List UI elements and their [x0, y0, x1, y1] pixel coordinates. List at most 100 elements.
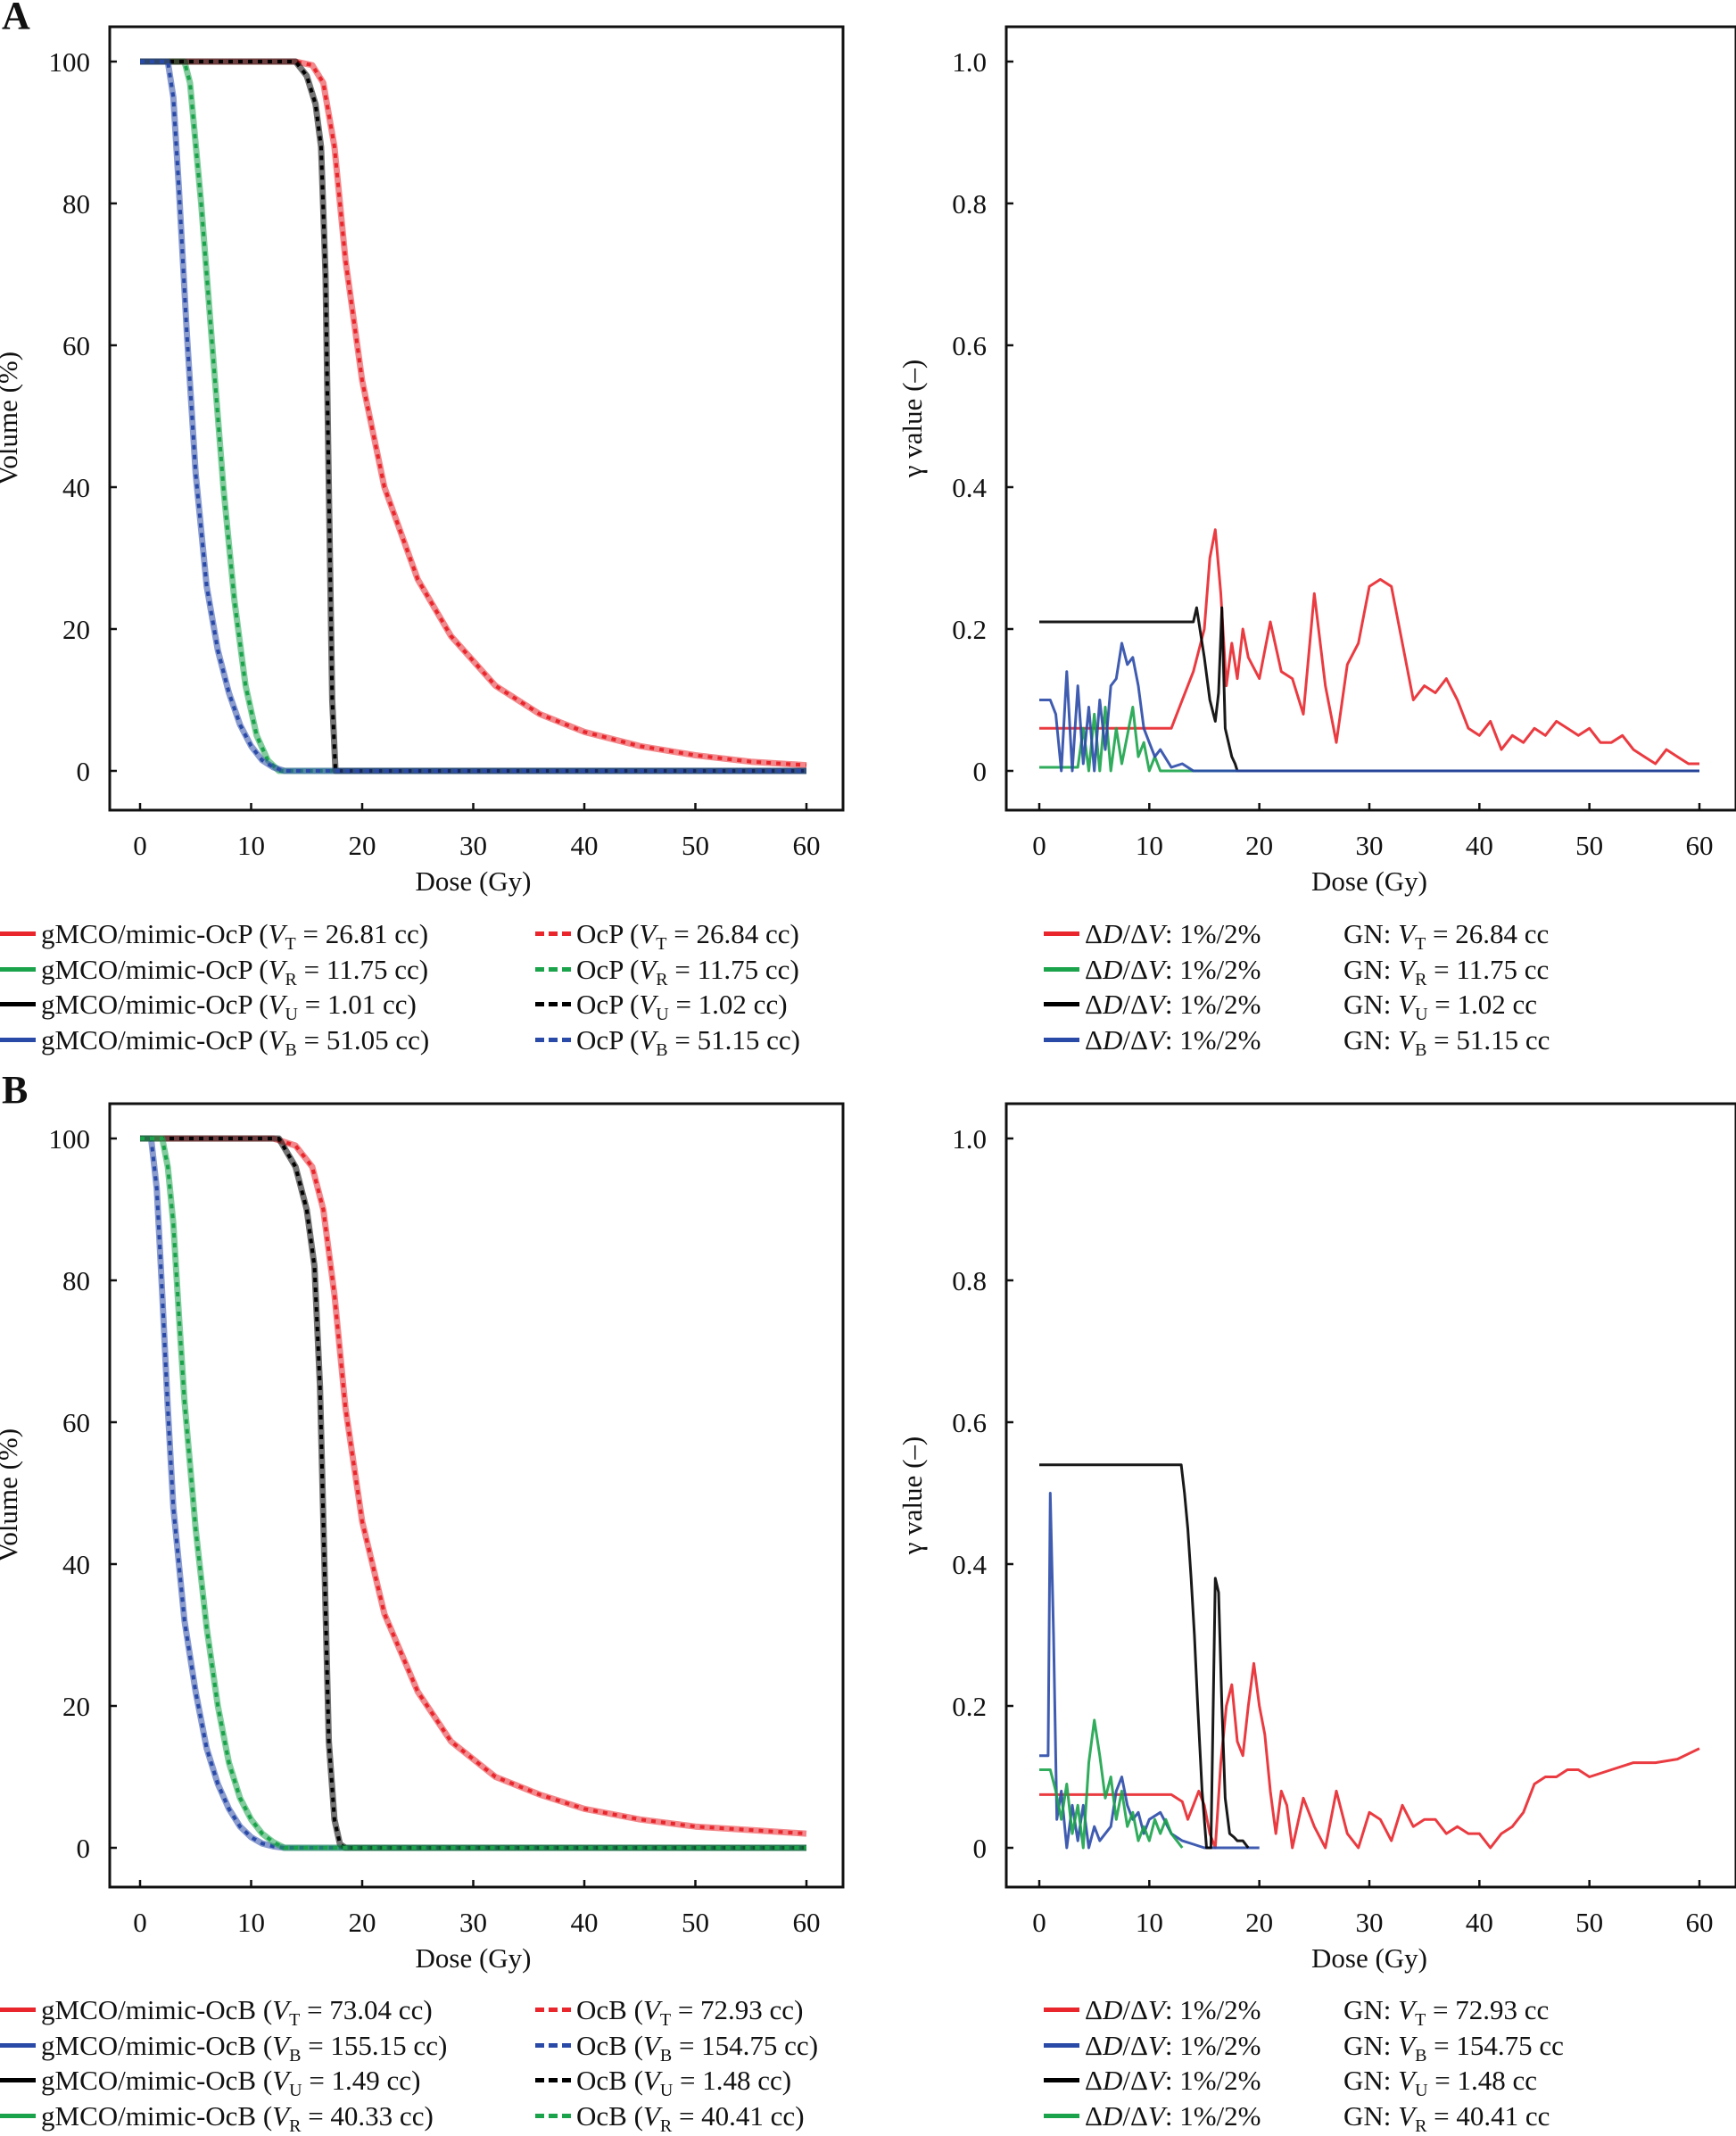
legend-gn-volume: GN: VB = 51.15 cc — [1343, 1023, 1550, 1060]
series-line — [1039, 1661, 1700, 1850]
x-tick-label: 60 — [1686, 1907, 1714, 1938]
legend-symbol: V — [1398, 2065, 1416, 2096]
legend-subscript: U — [1415, 2081, 1428, 2100]
legend-subscript: T — [659, 2010, 672, 2030]
series-line-dashed — [140, 1137, 806, 1850]
legend-swatch — [0, 1037, 36, 1042]
legend-a-dvh: gMCO/mimic-OcP (VT = 26.81 cc) OcP (VT = … — [0, 916, 800, 1060]
legend-item: ΔD/ΔV: 1%/2% GN: VR = 40.41 cc — [1044, 2099, 1564, 2135]
legend-row: gMCO/mimic-OcP (VB = 51.05 cc) OcP (VB = … — [0, 1022, 800, 1060]
x-axis-title: Dose (Gy) — [416, 865, 532, 897]
legend-criterion: ΔD/ΔV: 1%/2% — [1085, 2099, 1261, 2132]
legend-swatch — [1044, 966, 1079, 972]
legend-swatch — [535, 966, 571, 972]
legend-swatch — [0, 1002, 36, 1007]
y-tick-label: 40 — [62, 1549, 90, 1580]
legend-item: OcP (VB = 51.15 cc) — [535, 1022, 800, 1060]
legend-label: gMCO/mimic-OcP (VR = 11.75 cc) — [41, 953, 429, 989]
legend-swatch — [535, 1037, 571, 1042]
legend-item: gMCO/mimic-OcP (VB = 51.05 cc) — [0, 1022, 535, 1060]
x-tick-label: 60 — [1686, 830, 1714, 861]
legend-swatch — [535, 2113, 571, 2118]
legend-label: gMCO/mimic-OcB (VR = 40.33 cc) — [41, 2099, 434, 2136]
y-tick-label: 60 — [62, 330, 90, 361]
legend-swatch — [0, 966, 36, 972]
series-line-dashed — [140, 60, 807, 767]
legend-label: gMCO/mimic-OcB (VT = 73.04 cc) — [41, 1994, 433, 2030]
legend-item: gMCO/mimic-OcB (VU = 1.49 cc) — [0, 2063, 535, 2099]
legend-swatch — [0, 2042, 36, 2048]
legend-subscript: B — [1415, 2045, 1427, 2066]
legend-swatch — [1044, 1002, 1079, 1007]
legend-subscript: B — [289, 2045, 302, 2066]
x-tick-label: 30 — [459, 1907, 487, 1938]
y-axis-title: Volume (%) — [0, 352, 23, 485]
y-tick-label: 0.6 — [952, 1407, 987, 1438]
legend-swatch — [1044, 931, 1079, 937]
x-tick-label: 30 — [459, 830, 487, 861]
legend-item: ΔD/ΔV: 1%/2% GN: VR = 11.75 cc — [1044, 952, 1550, 989]
x-tick-label: 60 — [793, 1907, 821, 1938]
legend-symbol: V — [272, 2065, 290, 2096]
legend-swatch — [0, 931, 36, 937]
legend-subscript: B — [1415, 1039, 1427, 1060]
legend-b-dvh: gMCO/mimic-OcB (VT = 73.04 cc) OcB (VT = … — [0, 1992, 818, 2136]
legend-label: gMCO/mimic-OcP (VU = 1.01 cc) — [41, 989, 417, 1024]
y-tick-label: 80 — [62, 188, 90, 219]
legend-subscript: R — [656, 969, 668, 989]
y-tick-label: 0 — [77, 756, 91, 787]
legend-swatch — [0, 2078, 36, 2083]
legend-swatch — [1044, 1037, 1079, 1042]
series-line-dashed — [140, 1137, 806, 1850]
legend-criterion: ΔD/ΔV: 1%/2% — [1085, 918, 1261, 949]
series-line-dashed — [140, 60, 806, 773]
legend-subscript: B — [659, 2045, 673, 2066]
y-tick-label: 60 — [62, 1407, 90, 1438]
x-tick-label: 50 — [1575, 830, 1603, 861]
legend-symbol: V — [268, 918, 285, 949]
legend-criterion: ΔD/ΔV: 1%/2% — [1085, 953, 1261, 985]
x-tick-label: 10 — [1136, 1907, 1163, 1938]
legend-item: OcB (VT = 72.93 cc) — [535, 1992, 804, 2030]
legend-subscript: T — [1415, 2010, 1426, 2030]
legend-symbol: V — [1398, 2099, 1416, 2132]
legend-item: gMCO/mimic-OcP (VR = 11.75 cc) — [0, 952, 535, 989]
legend-swatch — [1044, 2042, 1079, 2048]
legend-label: OcP (VB = 51.15 cc) — [576, 1023, 800, 1060]
x-tick-label: 60 — [793, 830, 821, 861]
legend-criterion: ΔD/ΔV: 1%/2% — [1085, 1023, 1261, 1056]
panel-label-a: A — [2, 0, 30, 37]
x-tick-label: 20 — [349, 1907, 376, 1938]
x-tick-label: 10 — [237, 830, 265, 861]
legend-symbol: V — [268, 1023, 285, 1056]
legend-a-gamma: ΔD/ΔV: 1%/2% GN: VT = 26.84 cc ΔD/ΔV: 1%/2… — [1044, 916, 1550, 1060]
legend-symbol: V — [642, 1994, 660, 2025]
x-tick-label: 20 — [1245, 1907, 1273, 1938]
legend-item: OcB (VR = 40.41 cc) — [535, 2099, 805, 2136]
legend-item: OcP (VR = 11.75 cc) — [535, 952, 799, 989]
legend-item: gMCO/mimic-OcB (VB = 155.15 cc) — [0, 2028, 535, 2066]
y-tick-label: 1.0 — [952, 46, 987, 78]
legend-item: gMCO/mimic-OcB (VR = 40.33 cc) — [0, 2099, 535, 2136]
legend-symbol: V — [272, 1994, 290, 2025]
legend-item: OcB (VB = 154.75 cc) — [535, 2028, 818, 2066]
legend-label: OcP (VU = 1.02 cc) — [576, 989, 788, 1024]
legend-label: OcB (VT = 72.93 cc) — [576, 1994, 804, 2030]
y-tick-label: 0.4 — [952, 1549, 987, 1580]
x-tick-label: 0 — [133, 1907, 147, 1938]
y-tick-label: 0 — [973, 1833, 988, 1864]
y-tick-label: 80 — [62, 1265, 90, 1296]
legend-symbol: V — [642, 2065, 660, 2096]
legend-symbol: V — [639, 953, 657, 985]
legend-swatch — [1044, 2078, 1079, 2083]
legend-item: OcP (VU = 1.02 cc) — [535, 987, 788, 1024]
legend-swatch — [535, 931, 571, 937]
legend-subscript: R — [659, 2115, 673, 2136]
x-tick-label: 10 — [237, 1907, 265, 1938]
legend-subscript: B — [285, 1039, 297, 1060]
legend-label: OcP (VT = 26.84 cc) — [576, 918, 799, 954]
legend-item: OcP (VT = 26.84 cc) — [535, 916, 799, 954]
legend-label: gMCO/mimic-OcB (VB = 155.15 cc) — [41, 2029, 448, 2066]
